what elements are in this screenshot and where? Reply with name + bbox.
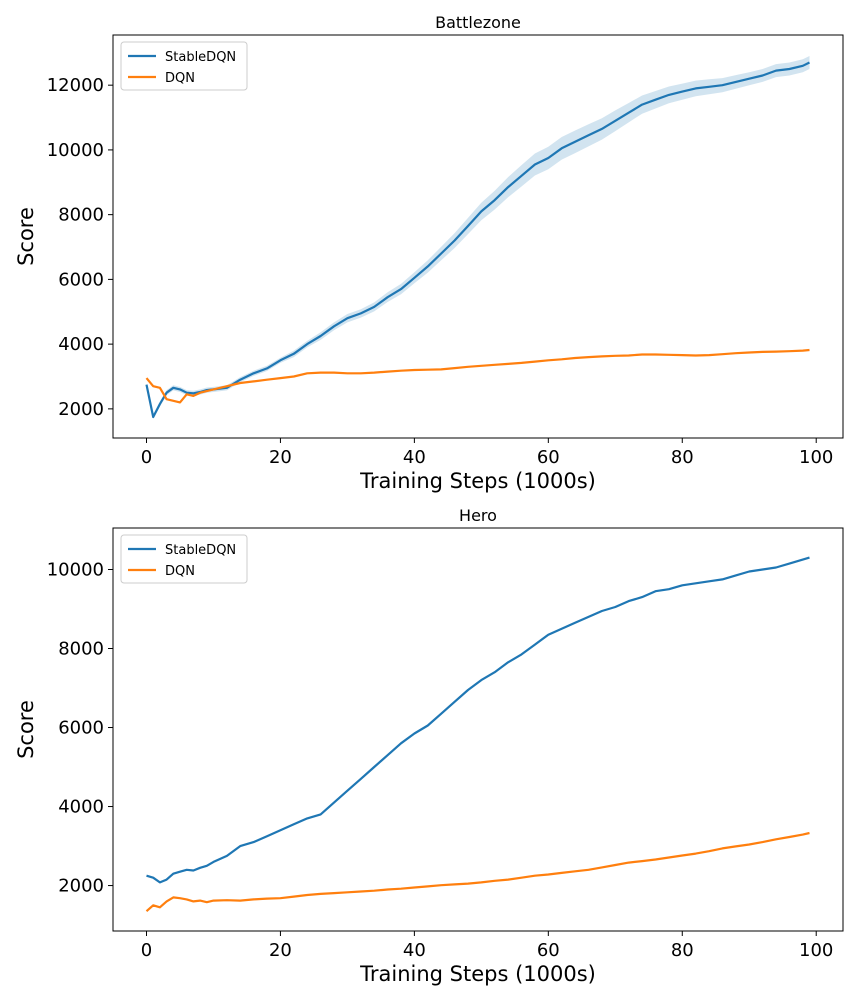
x-tick-label: 20 bbox=[269, 940, 292, 961]
chart-title: Battlezone bbox=[435, 13, 521, 32]
x-tick-label: 20 bbox=[269, 447, 292, 468]
y-tick-label: 2000 bbox=[58, 399, 104, 420]
legend-label: DQN bbox=[165, 71, 195, 86]
x-tick-label: 40 bbox=[403, 447, 426, 468]
x-tick-label: 100 bbox=[799, 447, 833, 468]
y-tick-label: 10000 bbox=[47, 559, 104, 580]
y-tick-label: 6000 bbox=[58, 269, 104, 290]
series-line-dqn bbox=[145, 348, 810, 404]
legend-label: StableDQN bbox=[165, 543, 236, 558]
y-axis-label: Score bbox=[14, 207, 38, 266]
y-tick-label: 2000 bbox=[58, 876, 104, 897]
series-line-stabledqn bbox=[145, 61, 810, 419]
subplot-0: Battlezone 0 20 40 60 80 100 2000 4000 6000 8000 10… bbox=[14, 13, 844, 493]
y-axis-label: Score bbox=[14, 700, 38, 759]
legend: StableDQN DQN bbox=[120, 534, 248, 584]
y-tick-label: 10000 bbox=[47, 140, 104, 161]
subplot-1: Hero 0 20 40 60 80 100 2000 4000 6000 8000 10000 Tra… bbox=[14, 506, 844, 986]
x-tick-label: 100 bbox=[799, 940, 833, 961]
x-axis-label: Training Steps (1000s) bbox=[359, 469, 596, 493]
legend-label: DQN bbox=[165, 564, 195, 579]
legend-label: StableDQN bbox=[165, 50, 236, 65]
x-axis-label: Training Steps (1000s) bbox=[359, 962, 596, 986]
y-tick-label: 8000 bbox=[58, 639, 104, 660]
legend: StableDQN DQN bbox=[120, 41, 248, 91]
x-tick-label: 80 bbox=[671, 447, 694, 468]
plot-frame bbox=[112, 34, 844, 439]
x-tick-label: 60 bbox=[537, 447, 560, 468]
y-tick-label: 6000 bbox=[58, 718, 104, 739]
series-line-stabledqn bbox=[146, 556, 810, 884]
x-tick-label: 0 bbox=[141, 940, 152, 961]
y-tick-label: 12000 bbox=[47, 75, 104, 96]
x-tick-label: 60 bbox=[537, 940, 560, 961]
x-tick-label: 80 bbox=[671, 940, 694, 961]
chart-title: Hero bbox=[459, 506, 497, 525]
plot-frame bbox=[112, 527, 844, 932]
y-tick-label: 4000 bbox=[58, 334, 104, 355]
y-tick-label: 8000 bbox=[58, 205, 104, 226]
series-line-dqn bbox=[145, 831, 810, 913]
x-tick-label: 0 bbox=[141, 447, 152, 468]
series-band-stabledqn bbox=[146, 56, 810, 419]
x-tick-label: 40 bbox=[403, 940, 426, 961]
y-tick-label: 4000 bbox=[58, 797, 104, 818]
